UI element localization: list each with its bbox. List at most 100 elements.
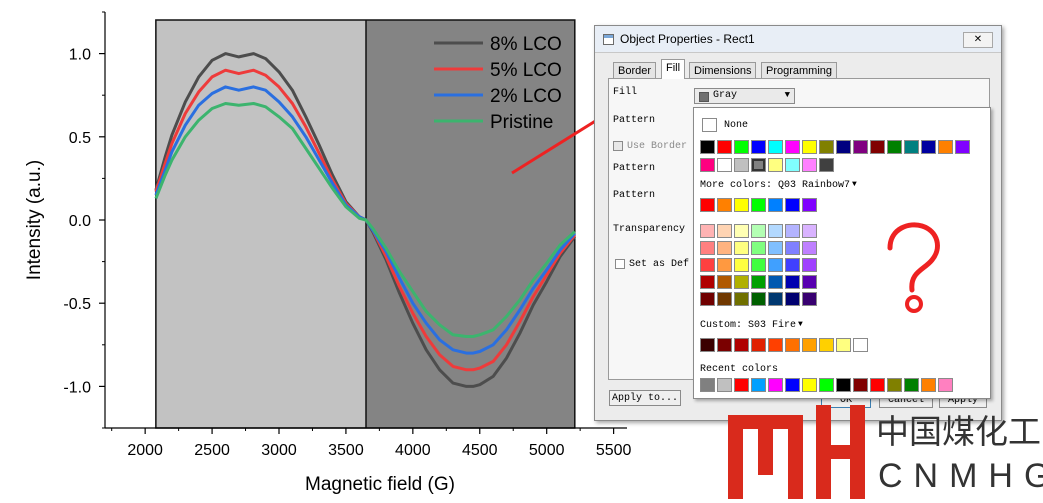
rainbow-color-swatch[interactable] (751, 198, 766, 212)
rainbow-shade-swatch[interactable] (734, 224, 749, 238)
rainbow-shade-swatch[interactable] (768, 241, 783, 255)
basic-color-swatch[interactable] (887, 140, 902, 154)
recent-color-swatch[interactable] (836, 378, 851, 392)
recent-color-swatch[interactable] (870, 378, 885, 392)
rainbow-shade-swatch[interactable] (717, 241, 732, 255)
rainbow-shade-swatch[interactable] (768, 258, 783, 272)
basic-color-swatch[interactable] (700, 140, 715, 154)
more-colors-label[interactable]: More colors: Q03 Rainbow7 (700, 180, 851, 191)
rainbow-shade-swatch[interactable] (768, 292, 783, 306)
rainbow-shade-swatch[interactable] (700, 258, 715, 272)
rainbow-shade-swatch[interactable] (785, 292, 800, 306)
custom-color-swatch[interactable] (853, 338, 868, 352)
rainbow-shade-swatch[interactable] (700, 224, 715, 238)
rainbow-shade-swatch[interactable] (802, 292, 817, 306)
basic-color-swatch[interactable] (785, 140, 800, 154)
rainbow-shade-swatch[interactable] (717, 224, 732, 238)
custom-color-swatch[interactable] (785, 338, 800, 352)
basic-color-swatch[interactable] (955, 140, 970, 154)
basic-color-swatch[interactable] (734, 158, 749, 172)
close-button[interactable]: ✕ (963, 32, 993, 48)
rainbow-color-swatch[interactable] (768, 198, 783, 212)
basic-color-swatch[interactable] (751, 140, 766, 154)
rainbow-color-swatch[interactable] (734, 198, 749, 212)
tab-border[interactable]: Border (613, 62, 657, 78)
basic-color-swatch[interactable] (768, 140, 783, 154)
custom-colors-label[interactable]: Custom: S03 Fire (700, 320, 797, 331)
apply-to-button[interactable]: Apply to... (609, 390, 681, 406)
recent-color-swatch[interactable] (700, 378, 715, 392)
custom-color-swatch[interactable] (700, 338, 715, 352)
basic-color-swatch[interactable] (819, 158, 834, 172)
rainbow-color-swatch[interactable] (717, 198, 732, 212)
rainbow-shade-swatch[interactable] (785, 241, 800, 255)
rainbow-shade-swatch[interactable] (751, 258, 766, 272)
basic-color-swatch[interactable] (870, 140, 885, 154)
rainbow-shade-swatch[interactable] (802, 258, 817, 272)
rainbow-shade-swatch[interactable] (734, 258, 749, 272)
rainbow-color-swatch[interactable] (700, 198, 715, 212)
custom-color-swatch[interactable] (768, 338, 783, 352)
rainbow-shade-swatch[interactable] (768, 275, 783, 289)
basic-color-swatch[interactable] (717, 158, 732, 172)
recent-color-swatch[interactable] (887, 378, 902, 392)
rainbow-color-swatch[interactable] (802, 198, 817, 212)
custom-color-swatch[interactable] (751, 338, 766, 352)
rainbow-shade-swatch[interactable] (734, 292, 749, 306)
rainbow-shade-swatch[interactable] (802, 241, 817, 255)
custom-color-swatch[interactable] (717, 338, 732, 352)
rainbow-color-swatch[interactable] (785, 198, 800, 212)
basic-color-swatch[interactable] (819, 140, 834, 154)
custom-color-swatch[interactable] (802, 338, 817, 352)
basic-color-swatch[interactable] (700, 158, 715, 172)
rainbow-shade-swatch[interactable] (717, 292, 732, 306)
basic-color-swatch[interactable] (921, 140, 936, 154)
rainbow-shade-swatch[interactable] (751, 241, 766, 255)
tab-programming[interactable]: Programming (761, 62, 838, 78)
recent-color-swatch[interactable] (904, 378, 919, 392)
use-border-checkbox[interactable] (613, 141, 623, 151)
basic-color-swatch[interactable] (734, 140, 749, 154)
recent-color-swatch[interactable] (751, 378, 766, 392)
basic-color-swatch[interactable] (768, 158, 783, 172)
basic-color-swatch[interactable] (904, 140, 919, 154)
recent-color-swatch[interactable] (853, 378, 868, 392)
tab-fill[interactable]: Fill (661, 59, 686, 79)
rainbow-shade-swatch[interactable] (734, 241, 749, 255)
recent-color-swatch[interactable] (819, 378, 834, 392)
recent-color-swatch[interactable] (785, 378, 800, 392)
custom-color-swatch[interactable] (819, 338, 834, 352)
recent-color-swatch[interactable] (768, 378, 783, 392)
custom-color-swatch[interactable] (734, 338, 749, 352)
basic-color-swatch[interactable] (853, 140, 868, 154)
basic-color-swatch[interactable] (938, 140, 953, 154)
rainbow-shade-swatch[interactable] (734, 275, 749, 289)
rainbow-shade-swatch[interactable] (785, 224, 800, 238)
basic-color-swatch[interactable] (751, 158, 766, 172)
fill-color-dropdown[interactable]: Gray ▼ (694, 88, 795, 104)
rainbow-shade-swatch[interactable] (700, 292, 715, 306)
rainbow-shade-swatch[interactable] (751, 275, 766, 289)
basic-color-swatch[interactable] (802, 158, 817, 172)
basic-color-swatch[interactable] (802, 140, 817, 154)
recent-color-swatch[interactable] (938, 378, 953, 392)
recent-color-swatch[interactable] (802, 378, 817, 392)
basic-color-swatch[interactable] (785, 158, 800, 172)
rainbow-shade-swatch[interactable] (700, 275, 715, 289)
rainbow-shade-swatch[interactable] (785, 258, 800, 272)
basic-color-swatch[interactable] (836, 140, 851, 154)
rainbow-shade-swatch[interactable] (802, 275, 817, 289)
set-as-default-checkbox[interactable] (615, 259, 625, 269)
recent-color-swatch[interactable] (717, 378, 732, 392)
rainbow-shade-swatch[interactable] (751, 224, 766, 238)
tab-dimensions[interactable]: Dimensions (689, 62, 757, 78)
basic-color-swatch[interactable] (717, 140, 732, 154)
rainbow-shade-swatch[interactable] (768, 224, 783, 238)
rainbow-shade-swatch[interactable] (717, 275, 732, 289)
rainbow-shade-swatch[interactable] (717, 258, 732, 272)
rainbow-shade-swatch[interactable] (785, 275, 800, 289)
none-color-swatch[interactable] (702, 118, 717, 132)
rainbow-shade-swatch[interactable] (700, 241, 715, 255)
custom-color-swatch[interactable] (836, 338, 851, 352)
rainbow-shade-swatch[interactable] (751, 292, 766, 306)
